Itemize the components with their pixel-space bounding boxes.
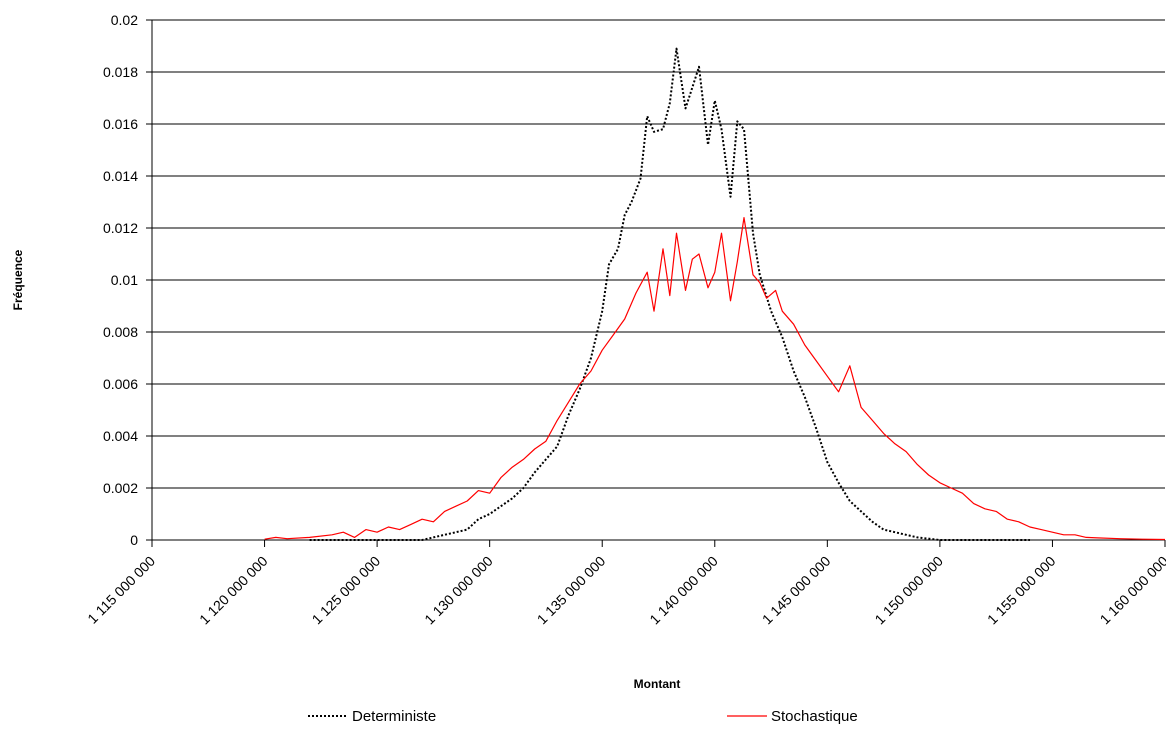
y-tick-label: 0.02 [111,12,138,28]
y-tick-label: 0.008 [103,324,138,340]
legend-label-deterministe: Deterministe [352,708,436,725]
x-tick-label: 1 140 000 000 [646,553,721,628]
y-tick-label: 0.014 [103,168,138,184]
y-tick-label: 0.006 [103,376,138,392]
x-tick-label: 1 150 000 000 [871,553,946,628]
y-tick-label: 0.01 [111,272,138,288]
x-tick-label: 1 120 000 000 [196,553,271,628]
y-tick-label: 0.004 [103,428,138,444]
series-line-stochastique [264,217,1166,541]
y-tick-label: 0 [130,532,138,548]
x-tick-label: 1 145 000 000 [759,553,834,628]
series-layer [264,47,1166,541]
y-axis-tick-labels: 0 0.002 0.004 0.006 0.008 0.01 0.012 0.014 0.016… [103,12,138,548]
x-axis-title: Montant [634,677,681,691]
x-tick-label: 1 155 000 000 [984,553,1059,628]
x-tick-label: 1 130 000 000 [421,553,496,628]
legend-label-stochastique: Stochastique [771,708,858,725]
axes [146,19,1166,547]
y-tick-label: 0.016 [103,116,138,132]
y-axis-title: Fréquence [11,249,25,310]
x-tick-label: 1 125 000 000 [309,553,384,628]
y-tick-label: 0.012 [103,220,138,236]
x-tick-label: 1 160 000 000 [1096,553,1166,628]
x-tick-label: 1 135 000 000 [534,553,609,628]
legend: Deterministe Stochastique [308,708,858,725]
x-axis-tick-labels: 1 115 000 000 1 120 000 000 1 125 000 000 1… [84,553,1166,628]
y-tick-label: 0.002 [103,480,138,496]
series-line-deterministe [309,47,1030,541]
y-tick-label: 0.018 [103,64,138,80]
x-tick-label: 1 115 000 000 [84,553,158,627]
